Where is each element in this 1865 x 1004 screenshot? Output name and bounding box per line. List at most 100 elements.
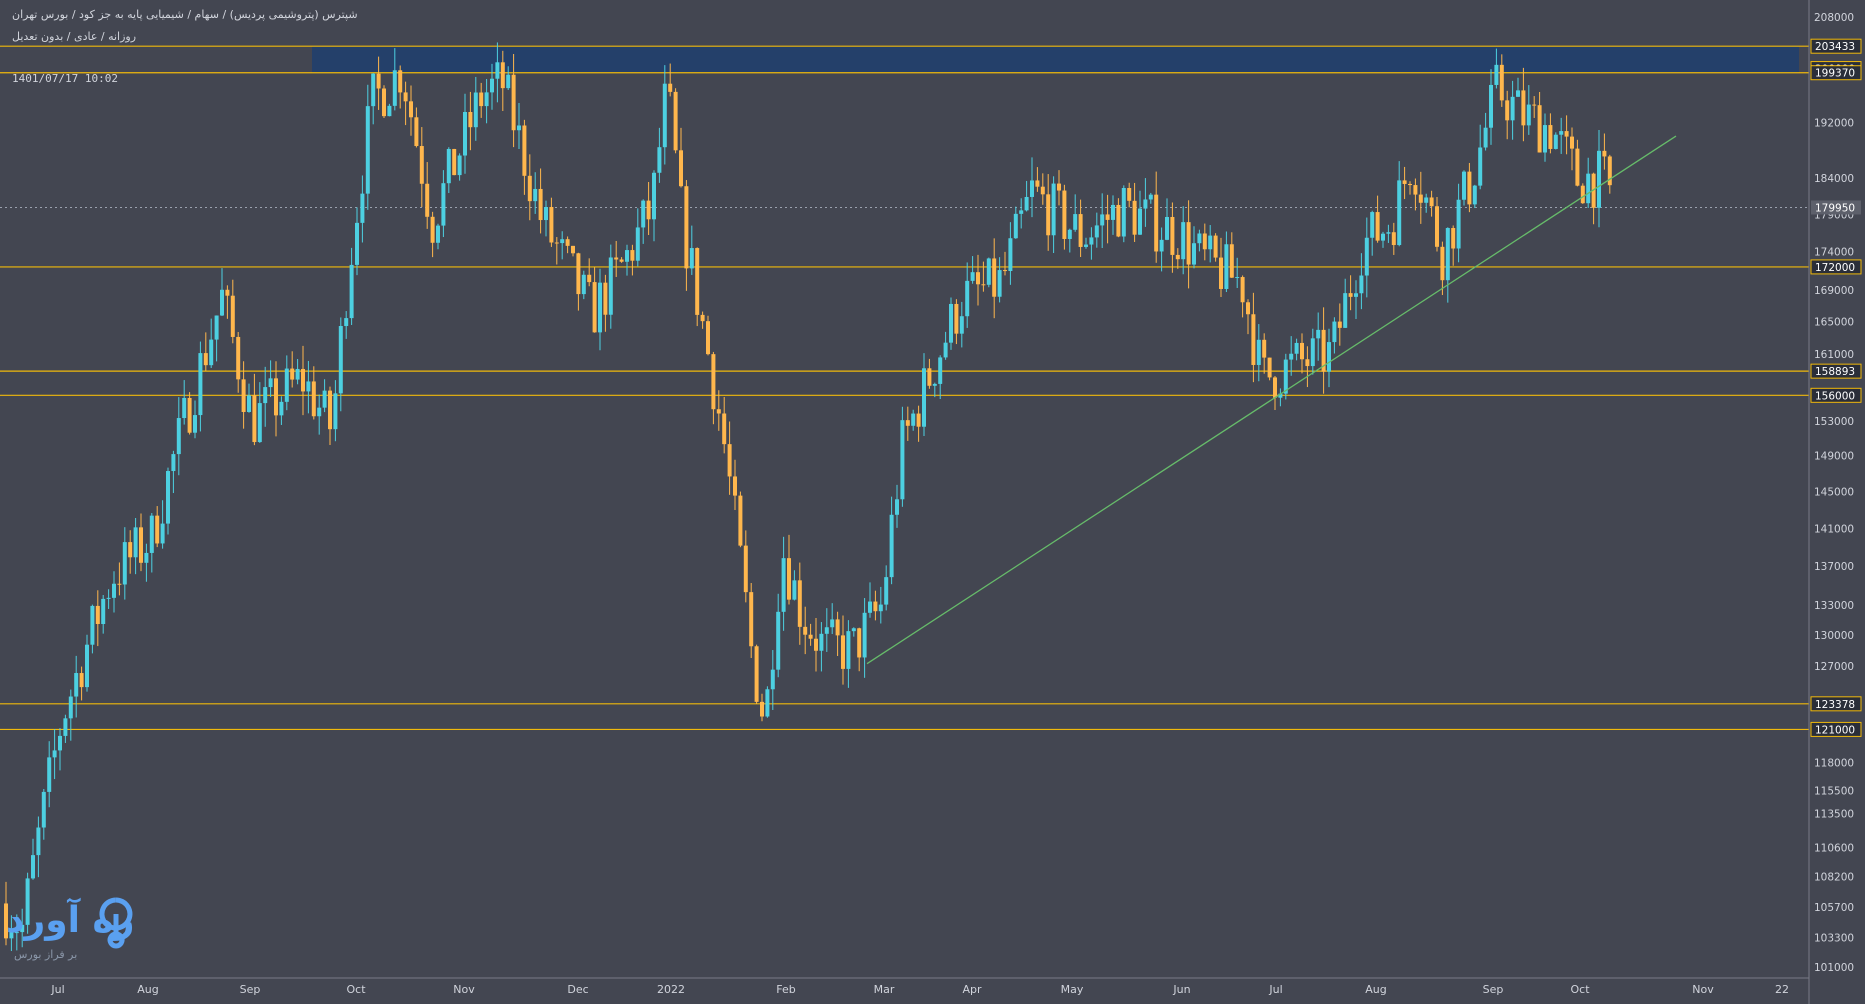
time-axis[interactable]: Jul Aug Sep Oct Nov Dec 2022 Feb Mar Apr May Jun Jul… xyxy=(50,983,1789,996)
candle xyxy=(1505,90,1510,140)
candle xyxy=(1062,184,1067,250)
candle xyxy=(349,247,354,325)
candle xyxy=(1267,357,1272,381)
candle xyxy=(970,256,975,284)
candle xyxy=(209,318,214,368)
candle xyxy=(14,914,19,951)
candle xyxy=(436,223,440,250)
candle xyxy=(743,530,748,603)
candle xyxy=(932,382,937,398)
ascending-trendline[interactable] xyxy=(866,135,1677,665)
trendline-layer[interactable] xyxy=(866,135,1677,665)
candle xyxy=(506,66,511,90)
candle xyxy=(522,119,527,195)
candle xyxy=(47,741,52,808)
candle xyxy=(646,181,651,236)
candle xyxy=(538,168,543,234)
candle xyxy=(824,608,829,652)
price-axis-tick-label: 103300 xyxy=(1814,932,1854,944)
candle xyxy=(1294,338,1299,361)
candle xyxy=(301,345,305,416)
candle xyxy=(1543,113,1547,162)
timestamp-label: 1401/07/17 10:02 xyxy=(12,72,118,85)
candle xyxy=(992,238,997,319)
candle xyxy=(1570,127,1574,171)
candle xyxy=(1148,192,1153,204)
candle xyxy=(1548,113,1553,154)
candle xyxy=(58,727,62,771)
candle xyxy=(581,270,586,300)
time-axis-tick-label: 2022 xyxy=(657,983,685,996)
candle xyxy=(695,247,700,327)
candle xyxy=(1262,333,1267,374)
candle xyxy=(1370,210,1375,256)
candle xyxy=(90,604,95,654)
candle xyxy=(1186,200,1191,289)
candle xyxy=(1078,199,1083,257)
time-axis-tick-label: Dec xyxy=(567,983,588,996)
candle xyxy=(409,85,413,136)
candle xyxy=(544,200,548,237)
candle xyxy=(1138,190,1142,236)
candle xyxy=(1489,69,1493,145)
resistance-zone-layer xyxy=(312,46,1799,73)
svg-text:156000: 156000 xyxy=(1815,390,1855,402)
candle xyxy=(1472,184,1477,209)
candle xyxy=(927,358,932,389)
candle xyxy=(1445,227,1450,303)
candle xyxy=(965,262,970,328)
candle xyxy=(981,261,986,292)
candle xyxy=(473,76,478,141)
candle xyxy=(959,301,964,348)
candle xyxy=(668,63,673,97)
candle xyxy=(781,536,786,631)
time-axis-tick-label: Sep xyxy=(1483,983,1504,996)
candle xyxy=(149,513,154,573)
candle xyxy=(317,394,322,435)
candle xyxy=(360,175,365,243)
candle xyxy=(1121,185,1126,243)
candle xyxy=(1478,124,1483,190)
candle xyxy=(1165,198,1169,241)
candle xyxy=(1019,198,1024,229)
symbol-title: شپترس (پتروشیمی پردیس) / سهام / شیمیایی … xyxy=(12,8,358,21)
candle xyxy=(225,285,230,319)
candle xyxy=(1170,202,1175,273)
candle xyxy=(1386,224,1391,243)
candle xyxy=(1510,80,1515,140)
candle xyxy=(230,279,235,344)
candle xyxy=(241,361,246,429)
candle xyxy=(1013,206,1018,239)
candle xyxy=(41,789,46,840)
level-price-label: 172000 xyxy=(1810,259,1862,275)
price-axis-tick-label: 137000 xyxy=(1814,561,1854,573)
candle xyxy=(1283,353,1288,400)
candle xyxy=(1354,280,1358,319)
candle xyxy=(1219,237,1223,297)
candle xyxy=(1564,115,1569,155)
svg-text:158893: 158893 xyxy=(1815,366,1855,378)
candle xyxy=(689,225,694,275)
candle xyxy=(1246,299,1250,335)
candle xyxy=(635,208,640,267)
price-axis[interactable]: 101000 103300 105700 108200 110600 113500 1155… xyxy=(1810,12,1862,974)
candle xyxy=(79,666,84,701)
candle xyxy=(392,48,397,111)
candle xyxy=(603,274,608,332)
candle xyxy=(592,267,597,333)
candle xyxy=(1197,229,1202,252)
candle xyxy=(625,244,629,276)
time-axis-tick-label: Jul xyxy=(50,983,64,996)
candle xyxy=(954,299,959,345)
candle xyxy=(414,107,419,148)
candle xyxy=(144,543,149,582)
candle xyxy=(441,170,446,238)
candle xyxy=(1359,253,1364,310)
time-axis-tick-label: Feb xyxy=(776,983,795,996)
candle xyxy=(1413,178,1418,211)
candle xyxy=(776,593,781,678)
candle xyxy=(355,207,359,276)
candle xyxy=(1451,225,1456,266)
candle xyxy=(193,400,197,439)
